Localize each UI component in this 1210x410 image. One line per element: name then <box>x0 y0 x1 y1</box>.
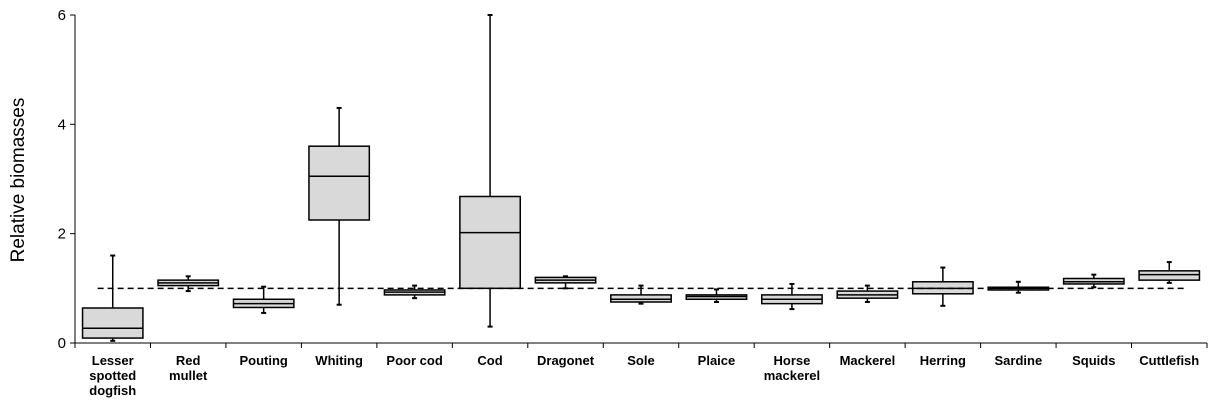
box-group <box>308 106 371 306</box>
x-tick-label: Red mullet <box>169 353 208 383</box>
y-tick-label: 2 <box>58 226 66 243</box>
box-group <box>383 284 446 300</box>
x-tick-label: Mackerel <box>840 353 896 368</box>
box-group <box>459 14 522 328</box>
y-tick-label: 4 <box>58 116 66 133</box>
x-tick-label: Lesser spotted dogfish <box>89 353 136 398</box>
y-tick-label: 6 <box>58 7 66 24</box>
x-tick-label: Squids <box>1072 353 1115 368</box>
box-group <box>1138 261 1201 284</box>
box-group <box>911 266 974 307</box>
box-group <box>534 275 597 290</box>
x-tick-label: Poor cod <box>386 353 442 368</box>
box-group <box>760 282 823 311</box>
box-group <box>987 280 1050 294</box>
box <box>1138 270 1201 281</box>
x-tick-label: Cuttlefish <box>1139 353 1199 368</box>
x-tick-label: Horse mackerel <box>764 353 820 383</box>
y-axis-label: Relative biomasses <box>8 98 29 263</box>
box-group <box>685 288 748 303</box>
x-tick-label: Cod <box>477 353 502 368</box>
x-tick-label: Plaice <box>698 353 736 368</box>
box <box>610 294 672 303</box>
box <box>81 307 144 339</box>
box-group <box>232 285 295 314</box>
x-tick-label: Sardine <box>994 353 1042 368</box>
x-tick-label: Herring <box>920 353 966 368</box>
x-tick-label: Dragonet <box>537 353 595 368</box>
box <box>308 145 371 221</box>
box-group <box>1062 273 1125 289</box>
x-tick-label: Sole <box>627 353 654 368</box>
x-tick-label: Pouting <box>239 353 287 368</box>
box <box>459 195 522 290</box>
box-group <box>81 254 144 342</box>
x-tick-label: Whiting <box>315 353 363 368</box>
y-tick-label: 0 <box>58 335 66 352</box>
box-group <box>836 284 899 303</box>
